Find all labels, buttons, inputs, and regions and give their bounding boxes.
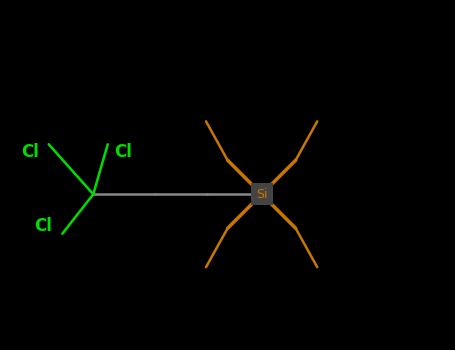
- Text: Si: Si: [256, 188, 268, 201]
- Text: Cl: Cl: [35, 217, 52, 235]
- FancyBboxPatch shape: [251, 183, 273, 205]
- Text: Cl: Cl: [21, 143, 39, 161]
- Text: Cl: Cl: [114, 143, 131, 161]
